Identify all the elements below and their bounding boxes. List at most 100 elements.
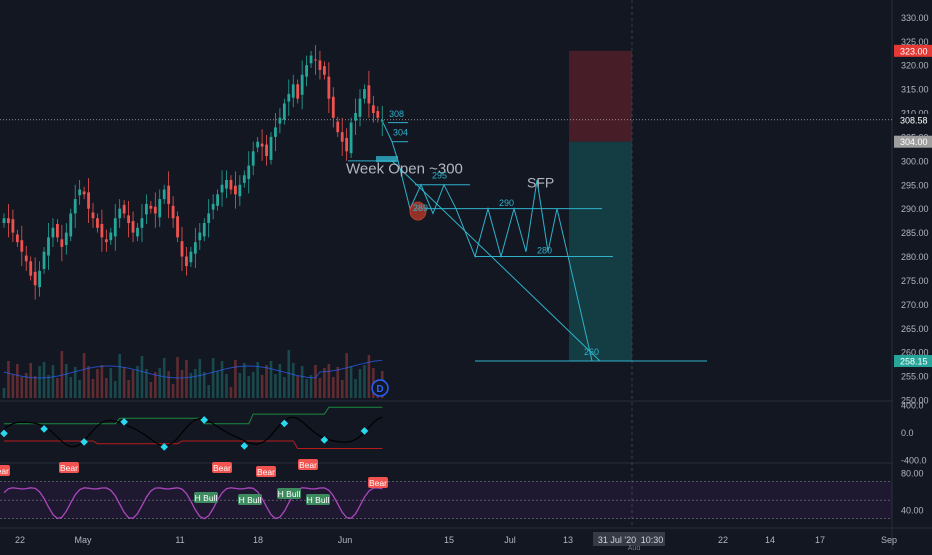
week-open-label: Week Open ~300 [346,160,463,177]
candle-body [136,227,139,237]
time-tick-label: 14 [765,535,775,545]
candle-body [64,232,68,246]
candle-body [318,60,322,70]
rsi-bull-label: H Bull [307,495,330,505]
price-label-box[interactable] [894,113,932,126]
rsi-bull-badge [238,494,262,505]
volume-bar [158,368,162,398]
week-open-marker [376,156,398,163]
volume-bar [60,351,64,398]
candle-body [274,127,277,137]
rsi-bull-badge [277,488,301,499]
osc-signal-marker: ◆ [200,414,208,425]
rsi-bear-label: Bear [213,463,231,473]
price-tick-label: 315.00 [901,85,929,95]
volume-bar [11,374,15,398]
price-label-box[interactable] [894,355,932,368]
candle-body [47,237,50,256]
volume-bar [167,371,170,398]
volume-bar [220,361,224,398]
volume-bar [243,363,246,398]
candle-body [7,218,10,224]
volume-bar [278,364,282,398]
volume-bar [38,366,41,398]
time-tick-label: 22 [15,535,25,545]
price-axis[interactable]: 330.00325.00320.00315.00310.00305.00300.… [894,13,932,406]
candle-body [69,213,73,237]
rsi-bear-label: Bear [299,460,317,470]
volume-bar [202,372,206,398]
candle-body [278,117,282,124]
stop-loss-zone[interactable] [569,50,632,142]
price-tick-label: 280.00 [901,252,929,262]
price-label-box[interactable] [894,44,932,57]
candle-body [300,74,304,95]
price-tick-label: 330.00 [901,13,929,23]
drawing-layer[interactable]: Week Open ~300 SFP 308 304 295 289 290 280 260 D [346,109,707,397]
dividend-marker-icon[interactable] [371,379,389,397]
candle-body [234,185,237,195]
osc-signal-marker: ◆ [321,435,329,446]
level-label-308: 308 [389,109,404,119]
price-tick-label: 250.00 [901,396,929,406]
rsi-bear-badge [0,465,10,476]
volume-bar [283,377,286,398]
candle-body [296,84,300,99]
time-tick-label: 17 [815,535,825,545]
candle-body [238,184,242,197]
candle-body [229,179,233,190]
price-tick-label: 285.00 [901,228,929,238]
price-label-box[interactable] [894,135,932,148]
price-tick-label: 255.00 [901,372,929,382]
candle-body [15,234,19,243]
candle-body [185,256,188,267]
candle-body [207,213,211,224]
candle-body [118,208,122,219]
time-axis[interactable]: 22 May 11 18 Jun 15 Jul 13 22 17 Sep 14 31 Jul '20 10… [15,532,897,552]
volume-bar [109,368,113,398]
level-label-289: 289 [413,203,428,213]
rsi-bull-label: H Bull [239,495,262,505]
rsi-bear-badge [256,466,276,477]
candle-body [371,105,375,114]
entry-circle-marker[interactable] [409,201,427,221]
volume-bar [265,365,268,398]
level-label-290: 290 [499,198,514,208]
candle-body [331,96,335,118]
volume-bar [260,375,264,398]
time-tick-label: 18 [253,535,263,545]
take-profit-zone[interactable] [569,141,632,362]
candle-body [291,84,295,98]
osc-upper-band [4,406,383,425]
volume-bar [91,379,95,398]
volume-bar [171,384,175,398]
time-partial-label: Aug [628,545,641,550]
osc-signal-marker: ◆ [40,424,48,435]
candle-body [327,76,331,99]
candle-body [96,218,99,228]
volume-bar [2,388,6,398]
volume-bar [47,375,50,398]
time-tick-label: 15 [444,535,454,545]
volume-bar [363,365,366,398]
osc-line [3,416,383,448]
oscillator-pane: ◆ ◆ ◆ ◆ ◆ ◆ ◆ ◆ ◆ ◆ 400.0 0.0 -400.0 [0,400,926,465]
volume-bar [211,358,215,398]
volume-bar [198,359,202,398]
candle-body [193,242,197,254]
time-tick-label: 22 [718,535,728,545]
candle-body [82,191,86,195]
projection-arrow[interactable] [391,160,601,362]
volume-bar [287,350,291,398]
candle-body [180,241,184,257]
price-tick-label: 310.00 [901,109,929,119]
volume-bar [145,369,148,398]
level-label-260: 260 [584,347,599,357]
candle-body [314,59,317,61]
volume-bar [42,362,46,398]
volume-bar [247,376,251,398]
candle-body [309,55,313,64]
candle-body [149,205,153,209]
